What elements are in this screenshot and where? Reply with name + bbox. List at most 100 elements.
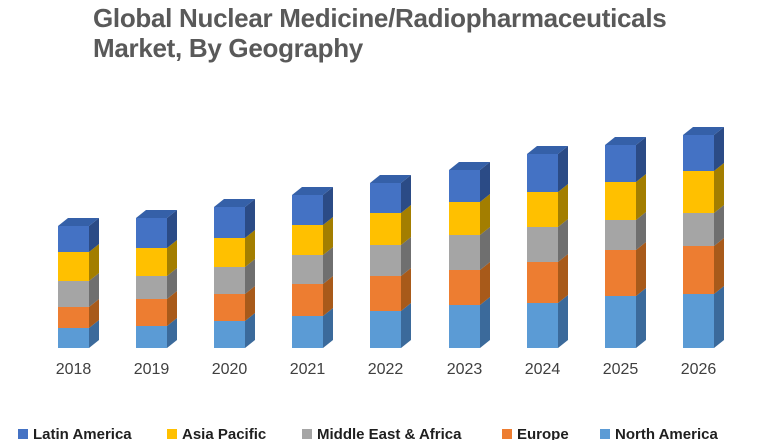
bar-segment xyxy=(136,326,167,348)
bar-segment-top xyxy=(136,210,177,218)
bar-segment-top xyxy=(605,137,646,145)
bar-segment-side xyxy=(714,238,724,294)
x-axis-label: 2023 xyxy=(446,361,483,378)
bar-segment xyxy=(214,267,245,294)
bar-segment-side xyxy=(558,254,568,303)
bar-segment xyxy=(136,218,167,248)
bar-segment-top xyxy=(683,127,724,135)
bar-2021 xyxy=(292,187,333,348)
bar-segment-side xyxy=(89,273,99,307)
bar-segment-side xyxy=(480,262,490,305)
bar-segment xyxy=(214,207,245,238)
bar-segment xyxy=(292,225,323,255)
bar-segment-side xyxy=(558,184,568,227)
bar-segment-top xyxy=(370,175,411,183)
bar-2023 xyxy=(449,162,490,348)
bar-segment xyxy=(370,213,401,245)
bar-segment-side xyxy=(167,291,177,326)
bar-segment xyxy=(370,276,401,311)
bar-segment-side xyxy=(245,199,255,238)
bar-segment-side xyxy=(245,230,255,267)
chart-legend: Latin America Asia Pacific Middle East & A… xyxy=(0,426,780,440)
bar-segment-side xyxy=(714,205,724,246)
bar-segment-side xyxy=(401,237,411,276)
bar-segment xyxy=(527,227,558,262)
bar-segment-side xyxy=(245,313,255,348)
bar-segment xyxy=(527,303,558,348)
chart-title: Global Nuclear Medicine/Radiopharmaceuti… xyxy=(93,3,667,63)
bar-segment-side xyxy=(480,227,490,270)
legend-label: Middle East & Africa xyxy=(317,426,462,440)
bar-segment-side xyxy=(89,299,99,328)
bar-segment-side xyxy=(714,127,724,171)
bar-segment xyxy=(292,255,323,284)
bar-segment xyxy=(292,316,323,348)
bar-segment-top xyxy=(58,218,99,226)
legend-swatch xyxy=(18,429,28,439)
bar-segment xyxy=(136,276,167,299)
bar-segment-side xyxy=(714,163,724,213)
bar-segment-top xyxy=(292,187,333,195)
bar-segment-side xyxy=(323,217,333,255)
bar-segment xyxy=(58,281,89,307)
bar-segment-side xyxy=(636,174,646,220)
bar-segment-side xyxy=(401,268,411,311)
bar-segment-side xyxy=(323,187,333,225)
bar-segment-side xyxy=(558,219,568,262)
bar-segment xyxy=(136,299,167,326)
bar-segment xyxy=(527,262,558,303)
bar-segment xyxy=(58,328,89,348)
x-axis-label: 2024 xyxy=(524,361,561,378)
x-axis-label: 2025 xyxy=(602,361,639,378)
bar-segment-top xyxy=(214,199,255,207)
bar-segment xyxy=(214,294,245,321)
bar-segment-side xyxy=(636,288,646,348)
bar-segment-side xyxy=(89,218,99,252)
bar-segment-side xyxy=(323,308,333,348)
bar-2026 xyxy=(683,127,724,348)
bar-2020 xyxy=(214,199,255,348)
legend-swatch xyxy=(167,429,177,439)
bar-segment xyxy=(683,294,714,348)
x-axis-label: 2018 xyxy=(55,361,92,378)
bar-segment xyxy=(292,195,323,225)
bar-segment-side xyxy=(480,162,490,202)
x-axis-label: 2019 xyxy=(133,361,170,378)
legend-swatch xyxy=(302,429,312,439)
bar-segment-side xyxy=(636,137,646,182)
bar-segment-side xyxy=(245,286,255,321)
bar-segment xyxy=(449,170,480,202)
bar-segment-top xyxy=(449,162,490,170)
bar-segment-side xyxy=(714,286,724,348)
bar-segment xyxy=(605,220,636,250)
bar-segment-side xyxy=(480,297,490,348)
bar-2019 xyxy=(136,210,177,348)
bar-segment xyxy=(370,311,401,348)
bar-segment xyxy=(527,154,558,192)
legend-swatch xyxy=(502,429,512,439)
bar-segment xyxy=(214,238,245,267)
bar-segment-side xyxy=(558,295,568,348)
bar-segment xyxy=(292,284,323,316)
bar-segment xyxy=(370,245,401,276)
bar-segment-side xyxy=(89,320,99,348)
legend-label: Europe xyxy=(517,426,569,440)
legend-swatch xyxy=(600,429,610,439)
bar-segment xyxy=(605,145,636,182)
bar-2018 xyxy=(58,218,99,348)
bar-segment xyxy=(370,183,401,213)
bar-segment-top xyxy=(527,146,568,154)
bar-segment xyxy=(527,192,558,227)
bar-segment xyxy=(605,182,636,220)
bar-segment xyxy=(449,270,480,305)
bar-segment xyxy=(58,307,89,328)
x-axis: 2018 2019 2020 2021 2022 2023 2024 2025 2026 xyxy=(0,361,780,383)
bar-segment xyxy=(605,296,636,348)
bar-segment xyxy=(58,226,89,252)
x-axis-label: 2026 xyxy=(680,361,717,378)
bar-segment-side xyxy=(167,210,177,248)
bar-2025 xyxy=(605,137,646,348)
bar-segment-side xyxy=(323,247,333,284)
